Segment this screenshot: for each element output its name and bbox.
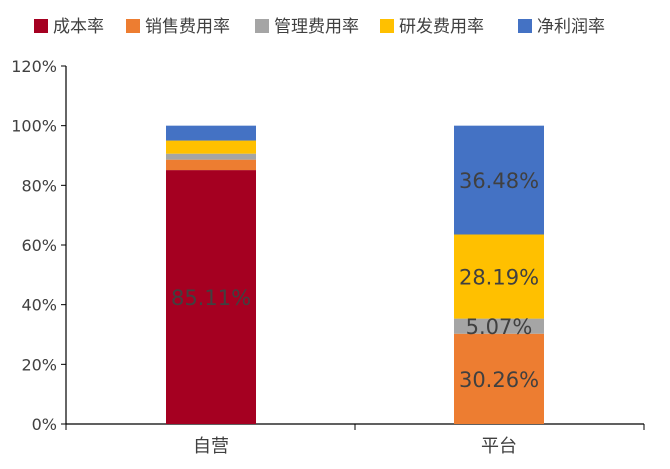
data-label-1-4: 36.48%	[459, 169, 539, 193]
bars	[166, 125, 544, 424]
bar-0-3	[166, 140, 256, 154]
y-tick-label-1: 20%	[21, 355, 57, 374]
bar-1-3	[454, 234, 544, 319]
axes: 0% 20% 40% 60% 80% 100% 120% 自营 平台	[11, 57, 645, 457]
y-tick-label-5: 100%	[11, 117, 57, 136]
y-tick-label-0: 0%	[32, 415, 57, 434]
data-label-1-1: 30.26%	[459, 368, 539, 392]
legend-swatch-3	[380, 19, 394, 33]
bar-0-4	[166, 125, 256, 141]
legend-label-3: 研发费用率	[399, 17, 484, 37]
data-labels: 85.11% 30.26% 5.07% 28.19% 36.48%	[171, 169, 539, 392]
legend-swatch-1	[126, 19, 140, 33]
x-tick-label-0: 自营	[193, 436, 229, 457]
bar-0-0	[166, 170, 256, 424]
y-tick-label-4: 80%	[21, 176, 57, 195]
bar-0-1	[166, 159, 256, 171]
legend-label-2: 管理费用率	[274, 17, 359, 37]
data-label-0-0: 85.11%	[171, 286, 251, 310]
legend-swatch-0	[34, 19, 48, 33]
y-tick-label-6: 120%	[11, 57, 57, 76]
legend-label-4: 净利润率	[537, 17, 605, 37]
legend-label-0: 成本率	[53, 17, 104, 37]
legend-swatch-2	[255, 19, 269, 33]
bar-1-4	[454, 125, 544, 235]
data-label-1-3: 28.19%	[459, 266, 539, 290]
x-tick-label-1: 平台	[481, 436, 517, 457]
legend: 成本率 销售费用率 管理费用率 研发费用率 净利润率	[34, 17, 605, 37]
bar-1-1	[454, 333, 544, 424]
data-label-1-2: 5.07%	[466, 315, 533, 339]
y-tick-label-2: 40%	[21, 296, 57, 315]
y-tick-label-3: 60%	[21, 236, 57, 255]
legend-swatch-4	[518, 19, 532, 33]
bar-1-2	[454, 318, 544, 334]
legend-label-1: 销售费用率	[145, 17, 230, 37]
bar-0-2	[166, 153, 256, 160]
